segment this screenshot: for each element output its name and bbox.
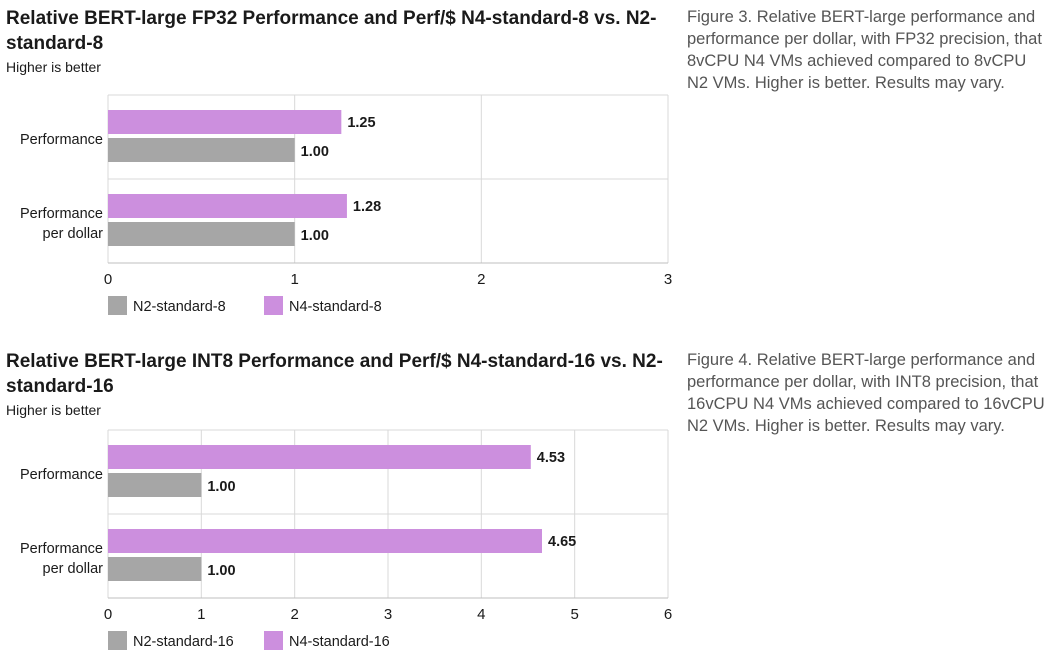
legend-label: N2-standard-16 [133, 634, 234, 650]
chart-2-caption: Figure 4. Relative BERT-large performanc… [687, 351, 1045, 435]
legend-swatch [264, 631, 283, 650]
bar-n2-standard-16 [108, 557, 202, 581]
data-label: 1.00 [207, 563, 235, 579]
data-label: 1.00 [207, 479, 235, 495]
chart-2-title: Relative BERT-large INT8 Performance and… [6, 351, 663, 397]
data-label: 4.65 [548, 534, 576, 550]
x-tick-label: 2 [477, 271, 485, 288]
chart-2-plot: 0 1 2 3 4 5 6 Performance 4.53 1.00 Performance per… [20, 429, 672, 650]
bar-n4-standard-16 [108, 529, 542, 553]
data-label: 4.53 [537, 450, 565, 466]
data-label: 1.00 [301, 144, 329, 160]
x-tick-label: 2 [290, 606, 298, 623]
category-label-line2: per dollar [43, 226, 104, 242]
x-tick-label: 0 [104, 606, 112, 623]
chart-1-caption: Figure 3. Relative BERT-large performanc… [687, 8, 1042, 92]
legend-label: N2-standard-8 [133, 299, 226, 315]
legend-swatch [108, 296, 127, 315]
x-tick-label: 4 [477, 606, 485, 623]
bar-n2-standard-8 [108, 138, 295, 162]
bar-n4-standard-16 [108, 445, 531, 469]
legend-swatch [264, 296, 283, 315]
legend-swatch [108, 631, 127, 650]
legend-label: N4-standard-8 [289, 299, 382, 315]
bar-n4-standard-8 [108, 110, 342, 134]
x-tick-label: 5 [570, 606, 578, 623]
category-label-line1: Performance [20, 541, 103, 557]
x-tick-label: 3 [384, 606, 392, 623]
chart-1-subtitle: Higher is better [6, 59, 101, 75]
bar-n2-standard-16 [108, 473, 202, 497]
x-tick-label: 0 [104, 271, 112, 288]
x-tick-label: 3 [664, 271, 672, 288]
bar-n2-standard-8 [108, 222, 295, 246]
category-label: Performance [20, 467, 103, 483]
data-label: 1.00 [301, 228, 329, 244]
data-label: 1.28 [353, 199, 381, 215]
category-label: Performance [20, 132, 103, 148]
x-tick-label: 6 [664, 606, 672, 623]
category-label-line2: per dollar [43, 561, 104, 577]
chart-1-title: Relative BERT-large FP32 Performance and… [6, 8, 657, 54]
bar-n4-standard-8 [108, 194, 347, 218]
category-label-line1: Performance [20, 206, 103, 222]
chart-2-subtitle: Higher is better [6, 402, 101, 418]
chart-1-plot: 0 1 2 3 Performance 1.25 1.00 Performance per do… [20, 94, 672, 315]
data-label: 1.25 [347, 115, 375, 131]
x-tick-label: 1 [197, 606, 205, 623]
x-tick-label: 1 [290, 271, 298, 288]
legend-label: N4-standard-16 [289, 634, 390, 650]
